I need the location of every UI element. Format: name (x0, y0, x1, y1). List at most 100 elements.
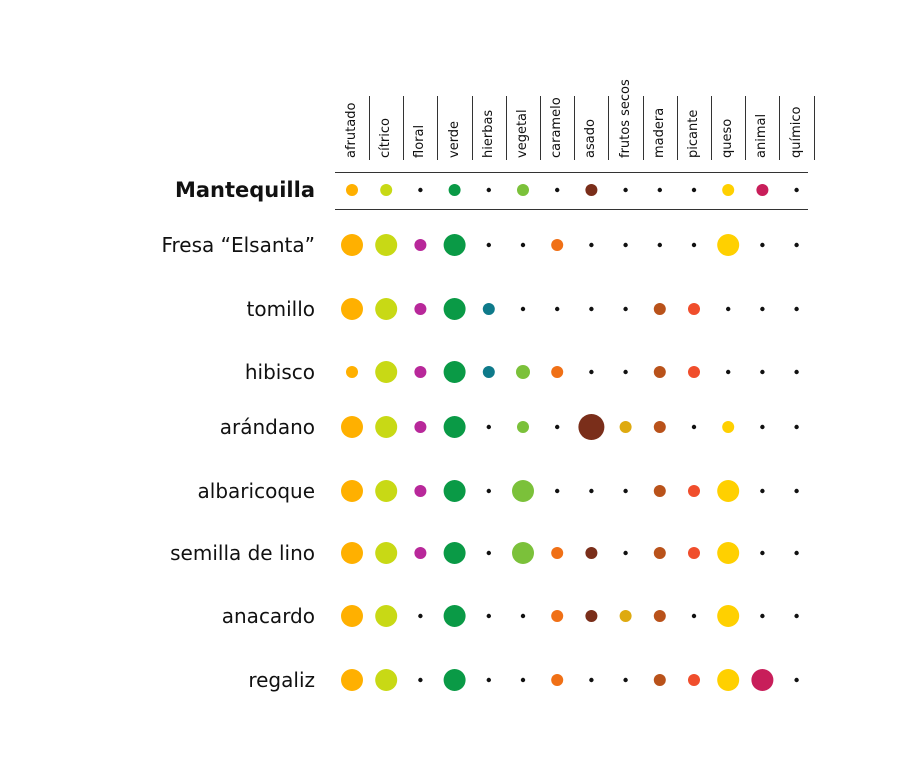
row-label: albaricoque (197, 479, 315, 503)
dot-2-12 (760, 306, 765, 312)
dot-4-13 (794, 424, 799, 430)
dot-8-5 (520, 677, 526, 683)
column-divider (642, 96, 644, 160)
dot-5-12 (760, 488, 765, 494)
dot-6-3 (443, 542, 466, 564)
dot-7-8 (619, 610, 632, 622)
dot-1-2 (414, 239, 427, 251)
dot-0-4 (486, 187, 491, 193)
dot-8-6 (551, 674, 564, 686)
column-divider (574, 96, 576, 160)
dot-2-10 (688, 303, 700, 315)
dot-6-5 (512, 542, 534, 564)
dot-7-5 (520, 613, 526, 619)
dot-3-7 (589, 369, 594, 375)
dot-6-7 (585, 547, 598, 559)
dot-6-6 (551, 547, 564, 559)
dot-4-8 (619, 421, 632, 433)
dot-8-3 (443, 669, 466, 691)
dot-6-12 (760, 550, 765, 556)
reference-row-rule (335, 172, 808, 173)
dot-4-7 (578, 414, 605, 440)
dot-5-5 (512, 480, 534, 502)
dot-6-13 (794, 550, 799, 556)
dot-3-8 (623, 369, 628, 375)
dot-7-1 (375, 605, 398, 627)
dot-1-3 (443, 234, 466, 256)
dot-4-9 (653, 421, 666, 433)
dot-1-7 (589, 242, 594, 248)
column-divider (403, 96, 405, 160)
dot-0-1 (380, 184, 393, 196)
dot-2-3 (443, 298, 466, 320)
dot-7-13 (794, 613, 799, 619)
dot-2-7 (589, 306, 594, 312)
column-divider (779, 96, 781, 160)
dot-6-11 (717, 542, 740, 564)
dot-5-2 (414, 485, 427, 497)
row-label: semilla de lino (170, 541, 315, 565)
dot-2-6 (555, 306, 560, 312)
dot-2-9 (653, 303, 666, 315)
dot-3-1 (375, 361, 398, 383)
row-label: tomillo (246, 297, 315, 321)
dot-1-12 (760, 242, 765, 248)
dot-7-6 (551, 610, 564, 622)
dot-5-3 (443, 480, 466, 502)
column-divider (676, 96, 678, 160)
column-divider (437, 96, 439, 160)
dot-7-7 (585, 610, 598, 622)
dot-8-1 (375, 669, 398, 691)
dot-0-5 (517, 184, 529, 196)
dot-8-10 (688, 674, 700, 686)
dot-4-3 (443, 416, 466, 438)
dot-5-9 (653, 485, 666, 497)
dot-7-2 (418, 613, 423, 619)
dot-3-11 (726, 369, 731, 375)
dot-0-12 (756, 184, 769, 196)
dot-0-8 (623, 187, 628, 193)
dot-5-13 (794, 488, 799, 494)
dot-8-12 (751, 669, 774, 691)
dot-0-6 (555, 187, 560, 193)
dot-3-13 (794, 369, 799, 375)
dot-3-4 (482, 366, 495, 378)
dot-7-4 (486, 613, 491, 619)
dot-8-0 (341, 669, 363, 691)
column-divider (369, 96, 370, 160)
dot-6-8 (623, 550, 628, 556)
column-divider (711, 96, 712, 160)
dot-8-11 (717, 669, 740, 691)
dot-5-8 (623, 488, 628, 494)
column-divider (505, 96, 507, 160)
dot-2-0 (341, 298, 363, 320)
row-label: arándano (219, 415, 315, 439)
dot-4-4 (486, 424, 491, 430)
dot-7-3 (443, 605, 466, 627)
dot-0-3 (448, 184, 461, 196)
dot-7-12 (760, 613, 765, 619)
column-divider (813, 96, 815, 160)
dot-1-13 (794, 242, 799, 248)
dot-6-0 (341, 542, 363, 564)
dot-2-5 (520, 306, 526, 312)
dot-0-10 (691, 187, 697, 193)
row-label: regaliz (248, 668, 315, 692)
dot-8-13 (794, 677, 799, 683)
column-divider (471, 96, 473, 160)
dot-1-6 (551, 239, 564, 251)
reference-row-label: Mantequilla (174, 178, 315, 202)
dot-3-2 (414, 366, 427, 378)
dot-5-4 (486, 488, 491, 494)
row-label: anacardo (221, 604, 315, 628)
dot-0-11 (722, 184, 735, 196)
dot-1-10 (691, 242, 697, 248)
dot-3-5 (516, 365, 530, 379)
dot-1-5 (520, 242, 526, 248)
dot-0-9 (657, 187, 662, 193)
dot-6-4 (486, 550, 491, 556)
column-divider (540, 96, 541, 160)
dot-0-2 (418, 187, 423, 193)
dot-7-9 (653, 610, 666, 622)
